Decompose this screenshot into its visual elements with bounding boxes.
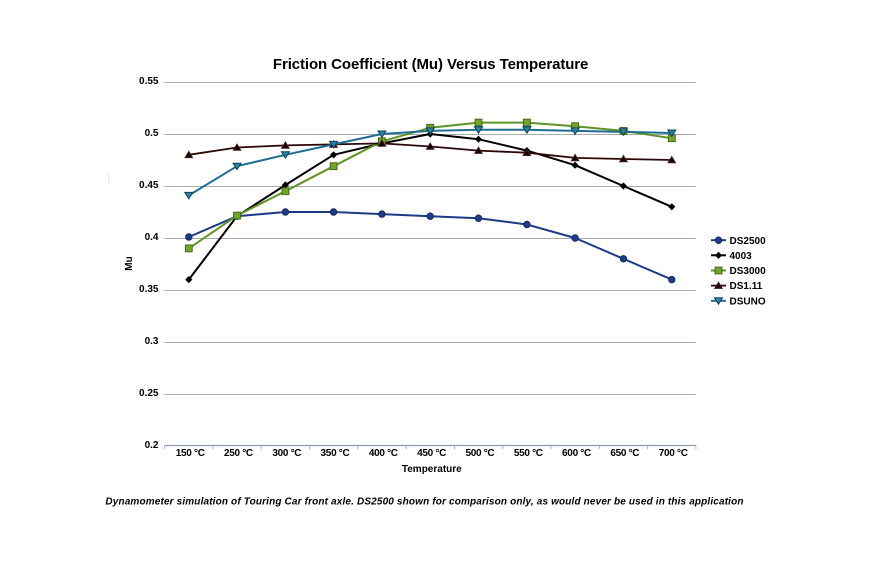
svg-text:DS2500: DS2500 [730, 236, 767, 247]
svg-text:DSUNO: DSUNO [730, 296, 766, 307]
svg-text:0.45: 0.45 [139, 180, 159, 191]
svg-text:0.35: 0.35 [139, 284, 159, 295]
svg-text:250 °C: 250 °C [224, 448, 253, 459]
svg-text:0.4: 0.4 [145, 232, 159, 243]
svg-text:450 °C: 450 °C [417, 448, 446, 459]
svg-text:Dynamometer simulation of Tour: Dynamometer simulation of Touring Car fr… [105, 497, 743, 508]
svg-text:500 °C: 500 °C [465, 448, 494, 459]
svg-text:150 °C: 150 °C [176, 448, 205, 459]
svg-text:0.2: 0.2 [145, 440, 159, 451]
svg-text:700 °C: 700 °C [659, 448, 688, 459]
svg-text:Mu: Mu [124, 256, 135, 270]
svg-text:Friction Coefficient (Mu) Vers: Friction Coefficient (Mu) Versus Tempera… [273, 56, 588, 73]
svg-text:550 °C: 550 °C [514, 448, 543, 459]
svg-text:0.25: 0.25 [139, 388, 159, 399]
svg-text:4003: 4003 [730, 251, 753, 262]
svg-text:350 °C: 350 °C [321, 448, 350, 459]
svg-text:Temperature: Temperature [402, 464, 462, 475]
svg-text:DS3000: DS3000 [730, 266, 767, 277]
svg-text:300 °C: 300 °C [272, 448, 301, 459]
svg-text:0.55: 0.55 [139, 76, 159, 87]
svg-text:650 °C: 650 °C [610, 448, 639, 459]
svg-text:400 °C: 400 °C [369, 448, 398, 459]
svg-text:0.5: 0.5 [145, 128, 159, 139]
svg-text:DS1.11: DS1.11 [730, 281, 763, 292]
svg-text:600 °C: 600 °C [562, 448, 591, 459]
svg-text:0.3: 0.3 [145, 336, 159, 347]
